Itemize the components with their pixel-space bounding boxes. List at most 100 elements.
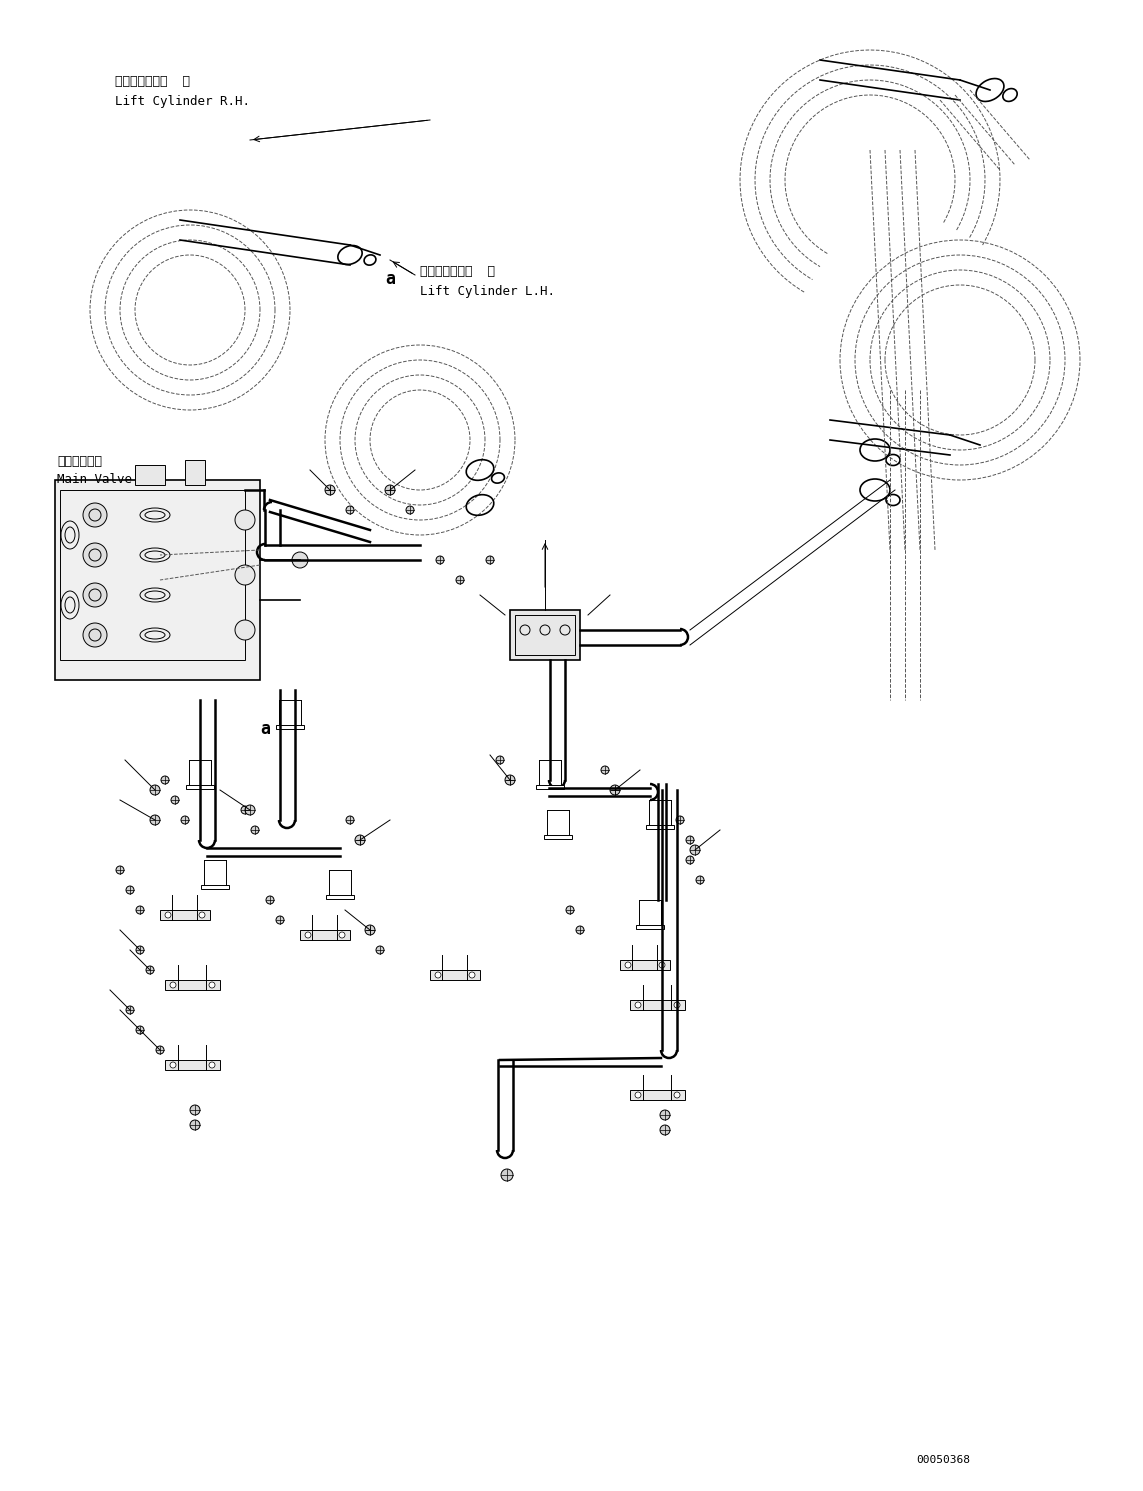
Bar <box>299 930 350 939</box>
Bar <box>510 610 580 661</box>
Bar <box>165 980 219 990</box>
Circle shape <box>161 775 169 784</box>
Text: Lift Cylinder L.H.: Lift Cylinder L.H. <box>419 285 555 298</box>
Circle shape <box>506 775 514 784</box>
Bar <box>536 784 563 789</box>
Circle shape <box>126 886 134 895</box>
Circle shape <box>83 543 107 567</box>
Circle shape <box>636 1002 641 1008</box>
Bar <box>430 971 480 980</box>
Bar <box>186 784 214 789</box>
Circle shape <box>235 620 255 640</box>
Text: Lift Cylinder R.H.: Lift Cylinder R.H. <box>115 95 250 107</box>
Circle shape <box>181 816 189 825</box>
Circle shape <box>235 565 255 584</box>
Circle shape <box>469 972 475 978</box>
Circle shape <box>165 912 171 918</box>
Bar <box>59 491 245 661</box>
Text: a: a <box>385 270 395 288</box>
Circle shape <box>150 784 160 795</box>
Circle shape <box>150 816 160 825</box>
Circle shape <box>456 576 464 584</box>
Text: メインバルブ: メインバルブ <box>57 455 102 468</box>
Circle shape <box>435 972 441 978</box>
Circle shape <box>136 907 144 914</box>
Circle shape <box>83 502 107 526</box>
Circle shape <box>435 556 443 564</box>
Circle shape <box>83 583 107 607</box>
Bar <box>636 924 664 929</box>
Bar <box>515 614 575 655</box>
Circle shape <box>126 1006 134 1014</box>
Circle shape <box>241 807 249 814</box>
Text: Main Valve: Main Valve <box>57 473 131 486</box>
Circle shape <box>146 966 154 974</box>
Circle shape <box>251 826 259 833</box>
Circle shape <box>346 816 354 825</box>
Circle shape <box>170 983 176 989</box>
Circle shape <box>676 816 684 825</box>
Circle shape <box>366 926 374 933</box>
Circle shape <box>625 962 631 968</box>
Bar <box>160 910 210 920</box>
Text: リフトシリンダ  左: リフトシリンダ 左 <box>419 265 495 277</box>
Circle shape <box>660 962 665 968</box>
Circle shape <box>696 877 704 884</box>
Circle shape <box>686 856 694 863</box>
Circle shape <box>339 932 345 938</box>
Circle shape <box>365 924 375 935</box>
Circle shape <box>275 915 283 924</box>
Circle shape <box>190 1105 200 1115</box>
Circle shape <box>170 1062 176 1068</box>
Bar <box>201 886 229 889</box>
Circle shape <box>576 926 584 933</box>
Circle shape <box>686 836 694 844</box>
Circle shape <box>496 756 504 763</box>
Circle shape <box>636 1091 641 1097</box>
Text: リフトシリンダ  右: リフトシリンダ 右 <box>115 75 190 88</box>
Circle shape <box>505 775 515 784</box>
Circle shape <box>346 505 354 514</box>
Circle shape <box>660 1126 670 1135</box>
Bar <box>544 835 572 839</box>
Circle shape <box>386 486 394 494</box>
Text: 00050368: 00050368 <box>916 1455 970 1466</box>
Circle shape <box>566 907 574 914</box>
Circle shape <box>355 835 365 845</box>
Circle shape <box>136 1026 144 1033</box>
Circle shape <box>660 1109 670 1120</box>
Circle shape <box>674 1091 680 1097</box>
Circle shape <box>376 945 384 954</box>
Circle shape <box>266 896 274 904</box>
Circle shape <box>235 510 255 529</box>
Bar <box>326 895 354 899</box>
Circle shape <box>209 983 215 989</box>
Circle shape <box>155 1047 163 1054</box>
Circle shape <box>209 1062 215 1068</box>
Circle shape <box>501 1169 513 1181</box>
Bar <box>620 960 670 971</box>
Circle shape <box>291 552 307 568</box>
Bar <box>135 465 165 485</box>
Circle shape <box>83 623 107 647</box>
Circle shape <box>690 845 700 854</box>
Text: a: a <box>259 720 270 738</box>
Bar <box>55 480 259 680</box>
Bar <box>275 725 304 729</box>
Circle shape <box>355 836 363 844</box>
Bar <box>630 1090 685 1100</box>
Circle shape <box>136 945 144 954</box>
Circle shape <box>245 805 255 816</box>
Circle shape <box>325 485 335 495</box>
Circle shape <box>406 505 414 514</box>
Circle shape <box>674 1002 680 1008</box>
Circle shape <box>610 784 620 795</box>
Circle shape <box>171 796 179 804</box>
Bar <box>630 1000 685 1009</box>
Circle shape <box>486 556 494 564</box>
Circle shape <box>326 486 334 494</box>
Circle shape <box>385 485 395 495</box>
Circle shape <box>190 1120 200 1130</box>
Bar <box>646 825 674 829</box>
Bar <box>185 461 205 485</box>
